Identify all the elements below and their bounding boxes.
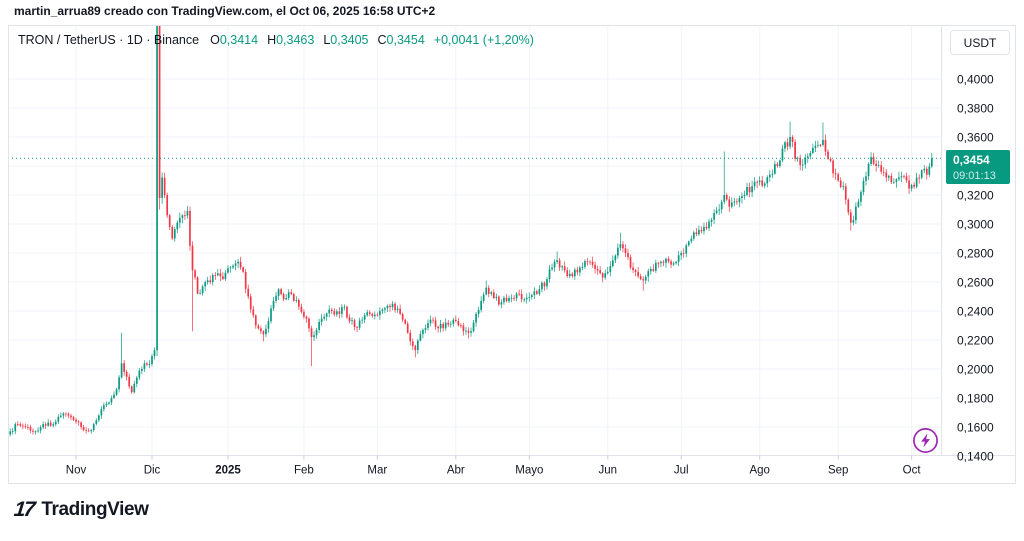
time-tick-label: Abr [447,465,465,477]
price-tick-label: 0,2600 [957,276,994,290]
chart-legend[interactable]: TRON / TetherUS · 1D · Binance O0,3414 H… [18,33,534,47]
price-tick-label: 0,1600 [957,421,994,435]
price-tick-label: 0,1800 [957,392,994,406]
time-tick-label: 2025 [215,465,241,477]
price-tick-label: 0,3200 [957,189,994,203]
candles-down [16,25,928,435]
symbol-title[interactable]: TRON / TetherUS · 1D · Binance [18,33,200,47]
price-tick-label: 0,3000 [957,218,994,232]
gridlines [8,25,941,455]
price-tick-label: 0,3600 [957,131,994,145]
tradingview-logo-mark-icon: 17 [12,498,35,521]
ohlc-high: H0,3463 [267,33,315,47]
pane-borders [8,25,1016,484]
boost-button[interactable] [912,427,939,454]
ohlc-open: O0,3414 [210,33,259,47]
ohlc-low: L0,3405 [323,33,369,47]
bar-countdown: 09:01:13 [953,169,996,182]
lightning-icon [913,428,938,453]
last-price-value: 0,3454 [953,153,990,167]
time-tick-label: Feb [294,465,314,477]
price-change: +0,0041 (+1,20%) [433,33,534,47]
time-axis-ticks [75,455,913,460]
time-tick-label: Oct [903,465,922,477]
time-tick-label: Sep [828,465,848,477]
time-tick-label: Jul [674,465,689,477]
currency-toggle-button[interactable]: USDT [950,30,1010,55]
attribution-text: martin_arrua89 creado con TradingView.co… [14,4,436,18]
candles-layer [9,25,933,437]
time-tick-label: Jun [599,465,618,477]
price-tick-label: 0,1400 [957,450,994,464]
price-tick-label: 0,2000 [957,363,994,377]
tradingview-logo[interactable]: 17 TradingView [12,498,149,521]
time-tick-label: Mayo [515,465,543,477]
time-tick-label: Ago [749,465,769,477]
time-tick-label: Dic [144,465,161,477]
time-tick-label: Mar [367,465,387,477]
last-price-badge: 0,3454 09:01:13 [946,150,1010,184]
price-tick-label: 0,3800 [957,102,994,116]
time-tick-label: Nov [66,465,87,477]
candles-up [9,25,933,437]
ohlc-close: C0,3454 [377,33,425,47]
tradingview-logo-text: TradingView [41,499,149,520]
time-axis-labels: Nov Dic 2025 Feb Mar Abr Mayo Jun Jul Ago Sep Oct [66,465,922,477]
price-tick-label: 0,2400 [957,305,994,319]
price-tick-label: 0,4000 [957,73,994,87]
price-tick-label: 0,2200 [957,334,994,348]
price-scale[interactable] [941,25,1016,455]
price-tick-label: 0,2800 [957,247,994,261]
price-axis-labels: 0,4000 0,3800 0,3600 0,3200 0,3000 0,2800 0,26… [957,73,994,464]
time-scale[interactable] [8,455,941,484]
